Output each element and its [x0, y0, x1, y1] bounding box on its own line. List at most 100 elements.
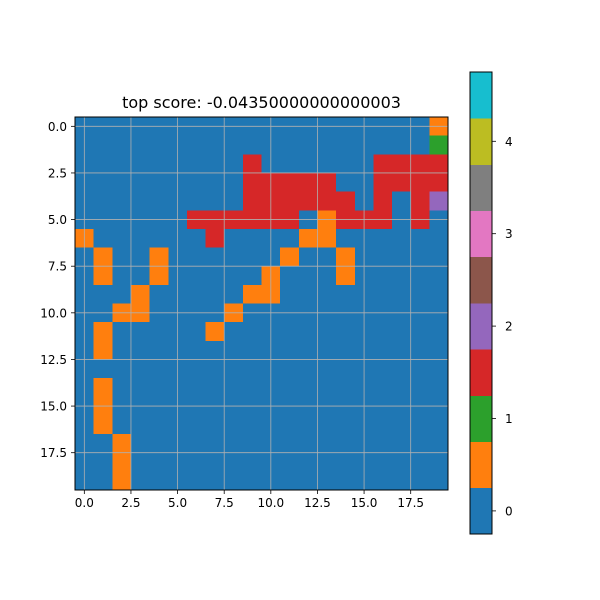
heatmap-cell: [410, 191, 430, 211]
heatmap-cell: [392, 452, 412, 472]
heatmap-cell: [298, 266, 318, 286]
heatmap-cell: [429, 228, 449, 248]
grid-lines: [75, 117, 448, 490]
heatmap-cell: [336, 284, 356, 304]
heatmap-cell: [280, 322, 300, 342]
heatmap-cell: [373, 415, 393, 435]
colorbar-segment: [470, 349, 492, 396]
y-tick-label: 17.5: [40, 446, 67, 460]
heatmap-cell: [373, 247, 393, 267]
heatmap-cell: [392, 266, 412, 286]
heatmap-cell: [410, 452, 430, 472]
heatmap-cell: [373, 191, 393, 211]
heatmap-cell: [429, 154, 449, 174]
heatmap-cell: [392, 378, 412, 398]
heatmap-cell: [149, 284, 169, 304]
heatmap-cell: [130, 359, 150, 379]
heatmap-cell: [186, 172, 206, 192]
heatmap-cell: [224, 434, 244, 454]
heatmap-cell: [317, 471, 337, 491]
heatmap-cell: [336, 135, 356, 155]
heatmap-cell: [186, 322, 206, 342]
heatmap-cell: [224, 359, 244, 379]
heatmap-cell: [317, 415, 337, 435]
heatmap-cell: [317, 359, 337, 379]
heatmap-cell: [242, 135, 262, 155]
heatmap-cell: [429, 284, 449, 304]
heatmap-cell: [410, 135, 430, 155]
heatmap-cell: [336, 154, 356, 174]
y-axis: 0.0 2.5 5.0 7.5 10.0 12.5 15.0 17.5: [40, 120, 75, 460]
heatmap-cell: [317, 172, 337, 192]
heatmap-cell: [112, 378, 132, 398]
heatmap-cell: [373, 172, 393, 192]
heatmap-cell: [429, 415, 449, 435]
colorbar-segment: [470, 72, 492, 119]
heatmap-cell: [242, 322, 262, 342]
heatmap-cell: [410, 266, 430, 286]
heatmap-cell: [130, 135, 150, 155]
heatmap-cell: [224, 378, 244, 398]
heatmap-cell: [298, 135, 318, 155]
heatmap-cell: [205, 228, 225, 248]
heatmap-cell: [429, 322, 449, 342]
heatmap-cell: [112, 452, 132, 472]
heatmap-cell: [280, 228, 300, 248]
heatmap-cell: [280, 452, 300, 472]
heatmap-cell: [112, 154, 132, 174]
heatmap-cell: [112, 322, 132, 342]
heatmap-cell: [298, 378, 318, 398]
heatmap-cell: [373, 340, 393, 360]
heatmap-cell: [130, 322, 150, 342]
heatmap-cell: [224, 415, 244, 435]
heatmap-cell: [242, 284, 262, 304]
heatmap-cell: [298, 247, 318, 267]
colorbar-segment: [470, 210, 492, 258]
heatmap-cell: [298, 284, 318, 304]
heatmap-cell: [186, 378, 206, 398]
heatmap-cell: [186, 154, 206, 174]
heatmap-cell: [205, 340, 225, 360]
heatmap-cell: [317, 266, 337, 286]
colorbar: 0 1 2 3 4: [469, 71, 513, 535]
x-tick-label: 10.0: [257, 496, 284, 510]
heatmap-cell: [317, 154, 337, 174]
heatmap-cell: [410, 284, 430, 304]
heatmap-cell: [280, 359, 300, 379]
heatmap-cell: [373, 322, 393, 342]
heatmap-cell: [392, 191, 412, 211]
colorbar-tick-label: 0: [505, 504, 513, 518]
heatmap-cell: [298, 154, 318, 174]
heatmap-cell: [242, 471, 262, 491]
heatmap-cell: [429, 191, 449, 211]
heatmap-cell: [186, 228, 206, 248]
heatmap-cell: [93, 135, 113, 155]
heatmap-cell: [93, 471, 113, 491]
heatmap-cell: [205, 172, 225, 192]
heatmap-cell: [224, 135, 244, 155]
y-tick-label: 2.5: [48, 166, 67, 180]
heatmap-cell: [298, 172, 318, 192]
colorbar-segment: [470, 303, 492, 350]
heatmap-cell: [410, 172, 430, 192]
heatmap-cell: [373, 471, 393, 491]
colorbar-frame: [469, 71, 493, 535]
heatmap-cell: [373, 378, 393, 398]
heatmap-cell: [429, 172, 449, 192]
heatmap-cell: [149, 340, 169, 360]
colorbar-tick-label: 3: [505, 227, 513, 241]
heatmap-cell: [242, 434, 262, 454]
colorbar-segment: [470, 164, 492, 211]
heatmap-cell: [224, 471, 244, 491]
heatmap-cell: [93, 154, 113, 174]
heatmap-cell: [149, 434, 169, 454]
heatmap-cell: [392, 228, 412, 248]
heatmap-cell: [205, 434, 225, 454]
heatmap-cell: [410, 154, 430, 174]
heatmap-cell: [392, 135, 412, 155]
heatmap-cell: [373, 434, 393, 454]
colorbar-segment: [470, 256, 492, 304]
heatmap-cell: [317, 135, 337, 155]
heatmap-cell: [242, 247, 262, 267]
heatmap-cell: [280, 284, 300, 304]
